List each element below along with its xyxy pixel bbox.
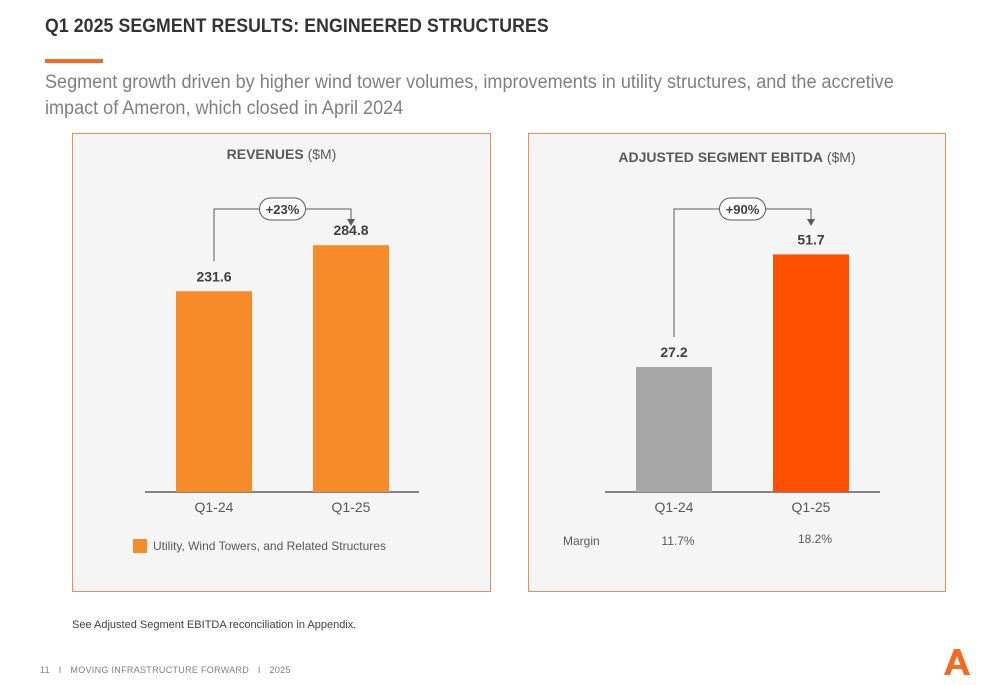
margin-value-q1-25: 18.2% <box>797 532 833 546</box>
revenues-title-unit: ($M) <box>307 146 337 162</box>
category-label: Q1-25 <box>332 499 371 515</box>
bar-q1-24 <box>176 291 252 492</box>
footer-tagline: MOVING INFRASTRUCTURE FORWARD <box>70 665 250 675</box>
ebitda-chart-title: ADJUSTED SEGMENT EBITDA ($M) <box>529 149 945 165</box>
ebitda-title-unit: ($M) <box>826 149 856 165</box>
ebitda-chart: 27.2 Q1-24 51.7 Q1-25 +90% <box>605 197 880 515</box>
data-label: 231.6 <box>196 268 231 284</box>
data-label: 27.2 <box>660 344 687 360</box>
category-label: Q1-25 <box>792 499 831 515</box>
page-subtitle: Segment growth driven by higher wind tow… <box>45 72 894 119</box>
change-label: +90% <box>726 202 760 217</box>
revenues-chart-title: REVENUES ($M) <box>73 146 490 162</box>
footer-separator: I <box>58 665 62 675</box>
change-pill <box>719 197 766 221</box>
arcosa-a-logo-icon <box>944 649 970 675</box>
footer: 11 I MOVING INFRASTRUCTURE FORWARD I 202… <box>40 665 297 675</box>
bar-q1-24 <box>636 367 712 492</box>
page-title: Q1 2025 SEGMENT RESULTS: ENGINEERED STRU… <box>45 16 549 37</box>
margin-label: Margin <box>563 534 600 548</box>
footer-page-number: 11 <box>40 665 50 675</box>
change-arrowhead <box>807 219 815 226</box>
footnote: See Adjusted Segment EBITDA reconciliati… <box>72 619 357 631</box>
revenues-legend: Utility, Wind Towers, and Related Struct… <box>133 539 386 553</box>
data-label: 284.8 <box>333 222 368 238</box>
ebitda-panel: ADJUSTED SEGMENT EBITDA ($M) 27.2 Q1-24 51… <box>528 133 946 592</box>
change-label: +23% <box>266 202 300 217</box>
data-label: 51.7 <box>797 231 824 247</box>
category-label: Q1-24 <box>655 499 694 515</box>
bar-q1-25 <box>313 245 389 492</box>
legend-swatch <box>133 539 147 553</box>
revenues-chart: 231.6 Q1-24 284.8 Q1-25 +23% <box>145 197 419 515</box>
margin-value-q1-24: 11.7% <box>661 534 695 548</box>
revenues-panel: REVENUES ($M) 231.6 Q1-24 284.8 Q1-25 +23% U… <box>72 133 491 592</box>
ebitda-title-bold: ADJUSTED SEGMENT EBITDA <box>618 149 823 165</box>
revenues-title-bold: REVENUES <box>226 146 304 162</box>
footer-separator: I <box>257 665 261 675</box>
title-accent-rule <box>45 59 103 63</box>
legend-label: Utility, Wind Towers, and Related Struct… <box>153 539 386 553</box>
bar-q1-25 <box>773 254 849 492</box>
category-label: Q1-24 <box>195 499 234 515</box>
change-arrowhead <box>347 219 355 226</box>
footer-year: 2025 <box>269 665 291 675</box>
change-pill <box>259 197 306 221</box>
